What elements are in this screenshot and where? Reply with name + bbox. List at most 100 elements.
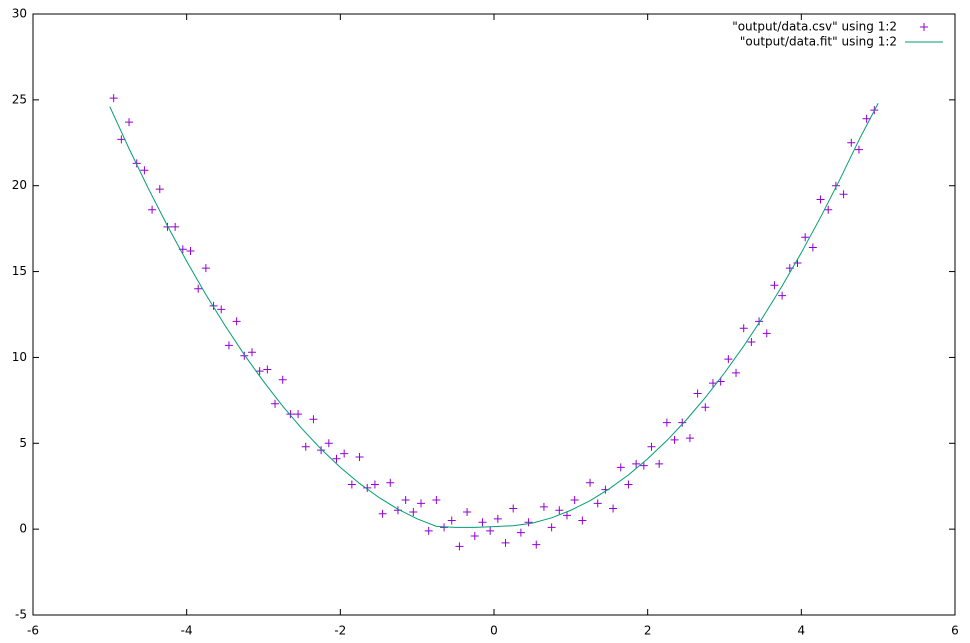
point [125, 118, 134, 127]
point [109, 94, 118, 103]
point [247, 348, 256, 357]
legend-label: "output/data.fit" using 1:2 [740, 35, 897, 49]
point [816, 195, 825, 204]
point [708, 379, 717, 388]
point [148, 205, 157, 214]
point [324, 439, 333, 448]
point [831, 181, 840, 190]
y-tick-label: 0 [19, 522, 27, 536]
point [509, 504, 518, 513]
point [693, 389, 702, 398]
point [824, 205, 833, 214]
point [301, 442, 310, 451]
y-tick-label: 5 [19, 436, 27, 450]
point [463, 507, 472, 516]
point [570, 495, 579, 504]
point [685, 434, 694, 443]
point [224, 341, 233, 350]
point [370, 480, 379, 489]
point [662, 418, 671, 427]
point [778, 291, 787, 300]
point [340, 449, 349, 458]
point [586, 478, 595, 487]
fit-line [109, 103, 879, 528]
y-tick-label: 30 [12, 7, 27, 21]
point [609, 504, 618, 513]
point [732, 368, 741, 377]
point [201, 264, 210, 273]
point [232, 317, 241, 326]
legend-label: "output/data.csv" using 1:2 [732, 20, 897, 34]
point [801, 233, 810, 242]
point [678, 418, 687, 427]
point [670, 435, 679, 444]
point [755, 317, 764, 326]
point [493, 514, 502, 523]
point [847, 138, 856, 147]
point [417, 499, 426, 508]
point [632, 459, 641, 468]
point [186, 246, 195, 255]
point [862, 114, 871, 123]
plot-border [32, 13, 956, 616]
point [854, 145, 863, 154]
point [624, 480, 633, 489]
point [117, 135, 126, 144]
x-tick-label: 2 [644, 624, 652, 638]
point [424, 526, 433, 535]
y-tick-label: -5 [15, 608, 27, 622]
point [739, 324, 748, 333]
point [562, 511, 571, 520]
x-tick-label: -2 [334, 624, 346, 638]
y-tick-label: 20 [12, 178, 27, 192]
point [593, 499, 602, 508]
point [639, 461, 648, 470]
point [278, 375, 287, 384]
point [539, 502, 548, 511]
x-tick-label: -4 [181, 624, 193, 638]
point [355, 453, 364, 462]
point [263, 365, 272, 374]
x-tick-label: 4 [798, 624, 806, 638]
point [747, 337, 756, 346]
y-tick-label: 10 [12, 350, 27, 364]
point [516, 528, 525, 537]
point [194, 284, 203, 293]
point [478, 518, 487, 527]
point [555, 506, 564, 515]
point [317, 446, 326, 455]
point [578, 516, 587, 525]
point [839, 190, 848, 199]
point [655, 459, 664, 468]
point [808, 243, 817, 252]
point [455, 542, 464, 551]
y-tick-label: 15 [12, 264, 27, 278]
x-tick-label: -6 [27, 624, 39, 638]
point [140, 166, 149, 175]
point [378, 509, 387, 518]
point [501, 538, 510, 547]
y-tick-label: 25 [12, 92, 27, 106]
point [770, 281, 779, 290]
point [432, 495, 441, 504]
legend-marker [920, 23, 928, 31]
point [155, 185, 164, 194]
point [401, 495, 410, 504]
point [647, 442, 656, 451]
point [532, 540, 541, 549]
point [240, 351, 249, 360]
point [547, 523, 556, 532]
point [447, 516, 456, 525]
point [271, 399, 280, 408]
point [724, 355, 733, 364]
point [762, 329, 771, 338]
point [286, 410, 295, 419]
point [701, 403, 710, 412]
point [486, 526, 495, 535]
point [524, 518, 533, 527]
x-tick-label: 6 [951, 624, 959, 638]
point [294, 410, 303, 419]
point [171, 222, 180, 231]
point [332, 454, 341, 463]
